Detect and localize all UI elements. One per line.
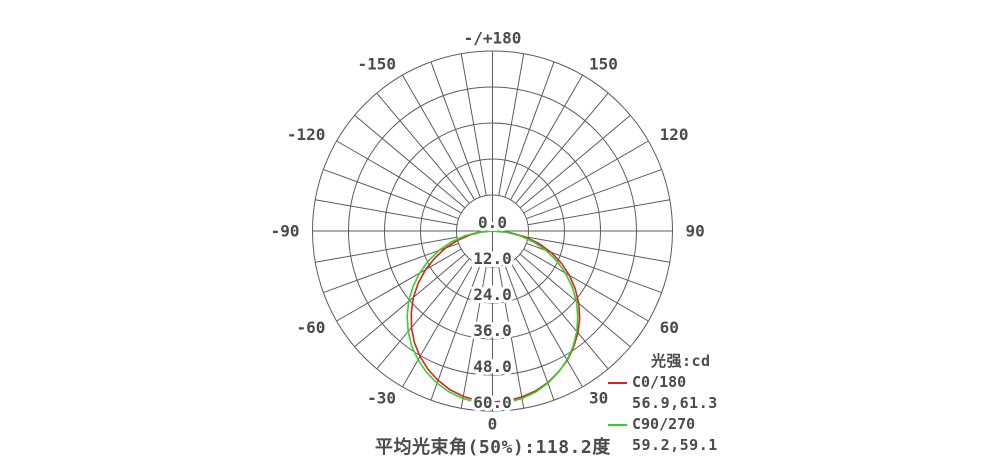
radial-tick-label-12: 12.0 — [473, 249, 512, 268]
legend-item-c0-180: C0/180 — [608, 372, 778, 393]
radial-tick-label-24: 24.0 — [473, 285, 512, 304]
legend: 光强:cd C0/180 56.9,61.3 C90/270 59.2,59.1 — [608, 351, 778, 456]
c0-180-line-swatch — [608, 381, 627, 384]
angle-label-30: 30 — [589, 389, 608, 408]
radial-tick-label-60: 60.0 — [473, 393, 512, 412]
angle-label-0: 0 — [488, 415, 498, 434]
angle-label--90: -90 — [271, 222, 300, 241]
angle-label-90: 90 — [686, 222, 705, 241]
radial-tick-label-48: 48.0 — [473, 357, 512, 376]
angle-label-60: 60 — [660, 318, 679, 337]
legend-item-label: C0/180 — [632, 373, 687, 391]
legend-item-c90-270: C90/270 — [608, 414, 778, 435]
angle-label--150: -150 — [357, 54, 396, 73]
angle-label-180: -/+180 — [464, 29, 522, 48]
radial-tick-label-0: 0.0 — [478, 213, 507, 232]
angle-label--120: -120 — [287, 125, 326, 144]
c90-270-beam-angles: 59.2,59.1 — [632, 436, 718, 454]
angle-label-120: 120 — [660, 125, 689, 144]
average-beam-angle-text: 平均光束角(50%):118.2度 — [375, 437, 611, 458]
legend-title: 光强:cd — [651, 352, 711, 370]
c90-270-line-swatch — [608, 423, 627, 426]
angle-label-150: 150 — [589, 54, 618, 73]
c0-180-beam-angles: 56.9,61.3 — [632, 394, 718, 412]
legend-item-label: C90/270 — [632, 415, 696, 433]
curve-c90-270 — [406, 230, 579, 405]
angle-label--30: -30 — [367, 389, 396, 408]
radial-tick-label-36: 36.0 — [473, 321, 512, 340]
curve-c0-180 — [410, 230, 581, 403]
angle-label--60: -60 — [296, 318, 325, 337]
